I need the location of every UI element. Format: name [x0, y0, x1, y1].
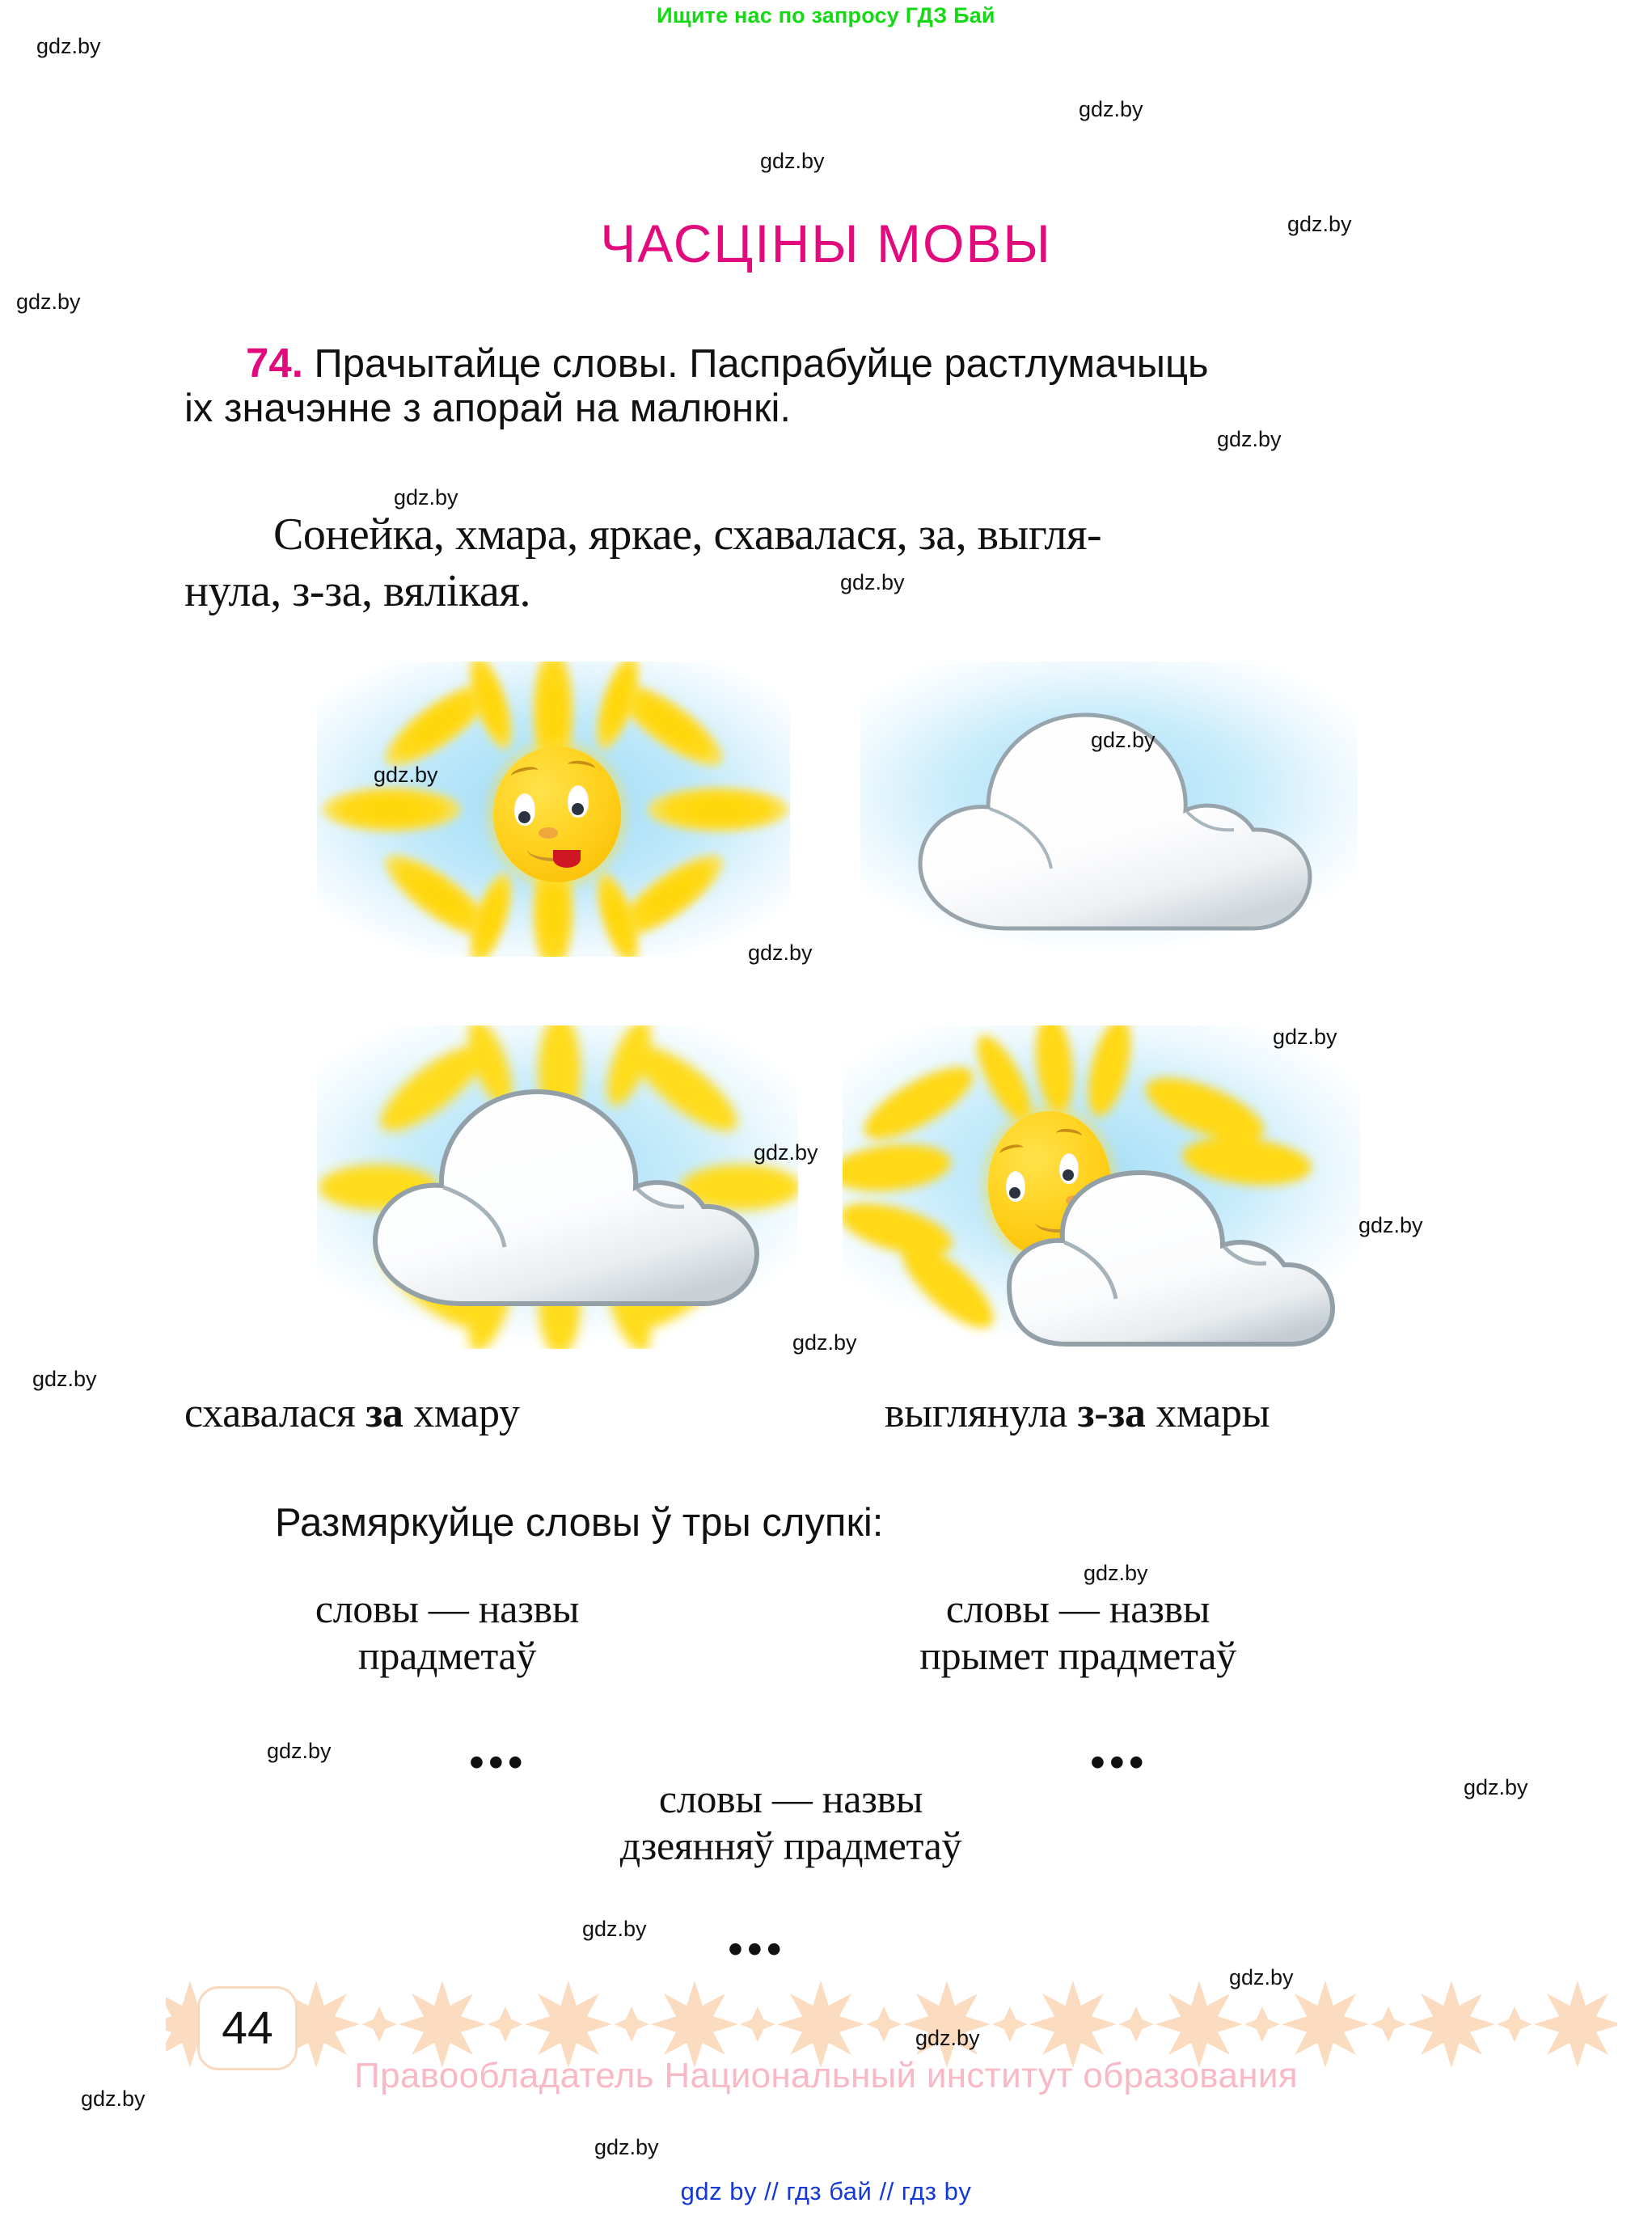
- caption-left: схавалася за хмару: [184, 1389, 520, 1437]
- column-adjectives-line-2: прымет прадметаў: [919, 1633, 1236, 1678]
- page-number-label: 44: [222, 2002, 273, 2054]
- answer-placeholder-adjectives: •••: [1090, 1738, 1148, 1786]
- exercise-instruction-line-1: 74. Прачытайце словы. Паспрабуйце растлу…: [184, 340, 1527, 387]
- picture-cloud-large: [860, 662, 1358, 957]
- word-list-line-1: Сонейка, хмара, яркае, схавалася, за, вы…: [184, 509, 1559, 561]
- watermark-text: gdz.by: [840, 570, 905, 594]
- watermark-text: gdz.by: [1084, 1561, 1148, 1585]
- exercise-instruction-text-1: Прачытайце словы. Паспрабуйце растлумачы…: [314, 342, 1209, 386]
- sun-eyebrow-left: [509, 764, 540, 782]
- answer-placeholder-nouns: •••: [469, 1738, 527, 1786]
- column-verbs-line-1: словы — назвы: [658, 1776, 923, 1821]
- watermark-text: gdz.by: [1273, 1025, 1337, 1049]
- watermark-text: gdz.by: [582, 1917, 647, 1941]
- watermark-text: gdz.by: [1287, 212, 1352, 236]
- sun-rays-icon: [322, 662, 789, 957]
- watermark-text: gdz.by: [16, 290, 81, 314]
- answer-placeholder-verbs: •••: [728, 1925, 786, 1973]
- watermark-text: gdz.by: [754, 1140, 818, 1165]
- exercise-instruction: 74. Прачытайце словы. Паспрабуйце растлу…: [184, 340, 1527, 431]
- copyright-notice: Правообладатель Национальный институт об…: [354, 2056, 1298, 2095]
- word-list: Сонейка, хмара, яркае, схавалася, за, вы…: [184, 509, 1559, 618]
- page-number: 44: [197, 1986, 298, 2070]
- picture-sun-behind-cloud: [843, 1025, 1360, 1349]
- sun-eye-left: [514, 793, 535, 826]
- word-list-text-1: Сонейка, хмара, яркае, схавалася, за, вы…: [273, 509, 1102, 560]
- sun-eye-left: [1006, 1171, 1025, 1202]
- watermark-text: gdz.by: [1358, 1213, 1423, 1237]
- promo-banner: Ищите нас по запросу ГДЗ Бай: [657, 3, 995, 27]
- sun-mouth: [1035, 1211, 1080, 1233]
- column-verbs-line-2: дзеянняў прадметаў: [619, 1823, 962, 1868]
- sun-tongue: [553, 850, 581, 868]
- caption-right-post: хмары: [1145, 1390, 1270, 1436]
- watermark-text: gdz.by: [32, 1367, 97, 1391]
- task-instruction: Размяркуйце словы ў тры слупкі:: [275, 1501, 884, 1545]
- sun-eyebrow-right: [567, 759, 596, 775]
- illustration-grid: [317, 662, 1368, 1349]
- sun-pupil-right: [572, 803, 584, 815]
- watermark-text: gdz.by: [1217, 427, 1282, 451]
- watermark-text: gdz.by: [792, 1330, 857, 1355]
- exercise-number: 74.: [246, 340, 303, 386]
- caption-left-bold: за: [365, 1390, 403, 1436]
- caption-right-bold: з-за: [1077, 1390, 1146, 1436]
- picture-cloud-hiding-sun: [317, 1025, 798, 1349]
- watermark-text: gdz.by: [1091, 728, 1156, 752]
- watermark-text: gdz.by: [267, 1739, 332, 1763]
- word-list-line-2: нула, з-за, вялікая.: [184, 565, 531, 616]
- page-title: ЧАСЦІНЫ МОВЫ: [600, 214, 1052, 273]
- watermark-text: gdz.by: [760, 149, 825, 173]
- exercise-instruction-line-2: іх значэнне з апорай на малюнкі.: [184, 386, 792, 430]
- caption-left-post: хмару: [403, 1390, 520, 1436]
- caption-left-pre: схавалася: [184, 1390, 366, 1436]
- watermark-text: gdz.by: [81, 2087, 146, 2111]
- watermark-text: gdz.by: [374, 763, 438, 787]
- sun-pupil-left: [1009, 1187, 1020, 1199]
- sun-pupil-right: [1063, 1169, 1074, 1181]
- watermark-text: gdz.by: [1464, 1775, 1528, 1799]
- column-nouns-line-2: прадметаў: [357, 1633, 537, 1678]
- watermark-text: gdz.by: [915, 2026, 980, 2050]
- watermark-text: gdz.by: [748, 941, 813, 965]
- watermark-text: gdz.by: [36, 34, 101, 58]
- cloud-icon: [1006, 1169, 1336, 1347]
- column-adjectives-line-1: словы — назвы: [945, 1586, 1210, 1631]
- column-nouns-line-1: словы — назвы: [315, 1586, 580, 1631]
- sun-eye-right: [568, 785, 589, 818]
- sun-pupil-left: [518, 811, 530, 823]
- column-verbs: словы — назвы дзеянняў прадметаў: [451, 1775, 1130, 1869]
- watermark-text: gdz.by: [594, 2135, 659, 2159]
- sun-rays-icon: [843, 1025, 1312, 1328]
- sun-nose: [539, 827, 558, 839]
- cloud-icon: [918, 712, 1312, 931]
- picture-sun-smiling: [317, 662, 790, 957]
- sun-eye-right: [1059, 1153, 1079, 1184]
- sun-face: [493, 746, 621, 882]
- column-nouns: словы — назвы прадметаў: [209, 1585, 686, 1679]
- caption-right: выглянула з-за хмары: [885, 1389, 1270, 1437]
- cloud-icon: [372, 1089, 760, 1306]
- site-footer-links: gdz by // гдз бай // гдз by: [680, 2177, 972, 2205]
- column-adjectives: словы — назвы прымет прадметаў: [783, 1585, 1373, 1679]
- watermark-text: gdz.by: [394, 485, 458, 509]
- watermark-text: gdz.by: [1079, 97, 1143, 121]
- watermark-text: gdz.by: [1229, 1965, 1294, 1989]
- caption-right-pre: выглянула: [885, 1390, 1078, 1436]
